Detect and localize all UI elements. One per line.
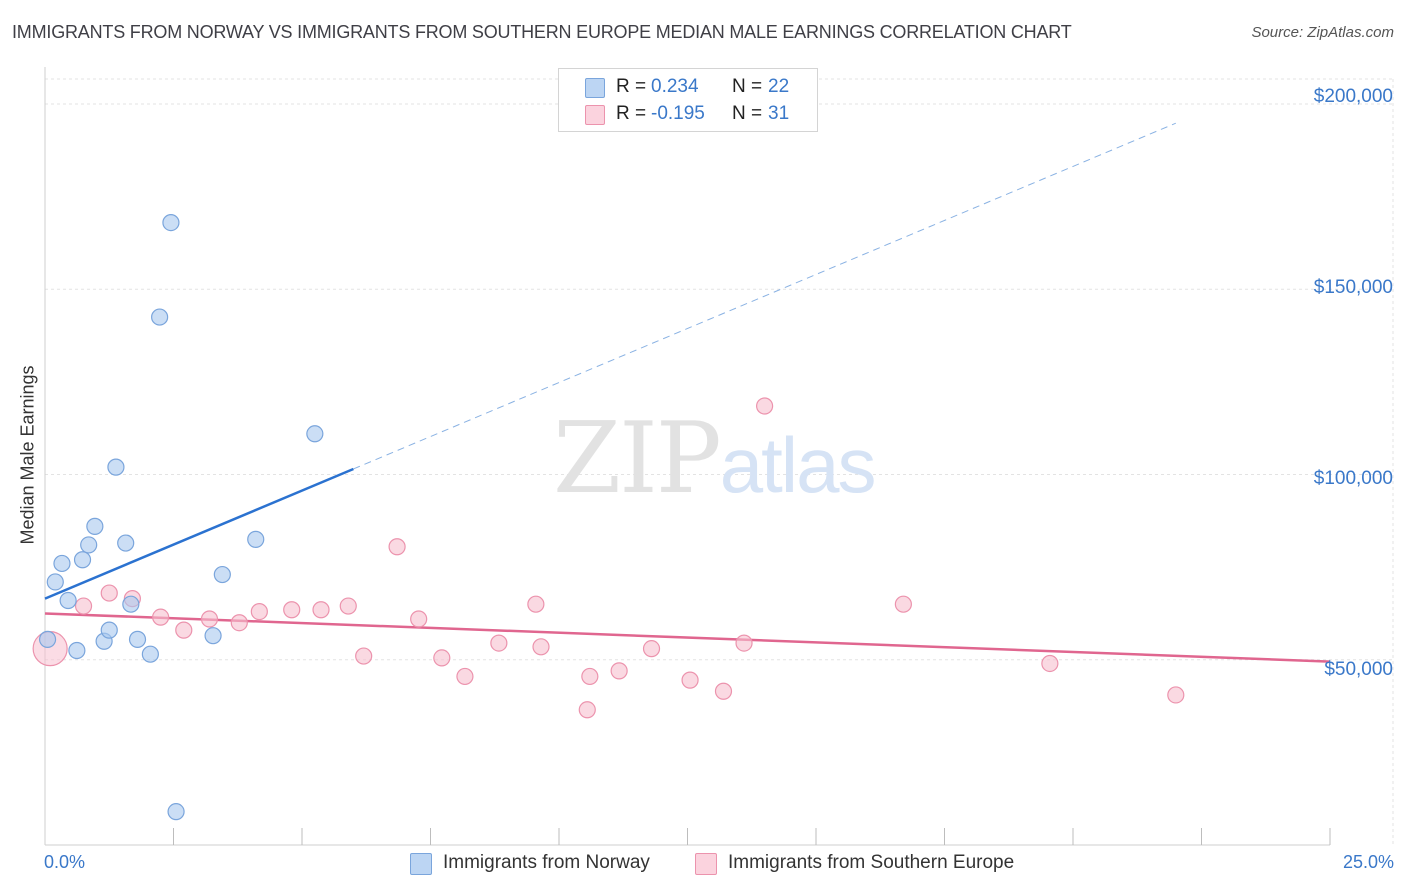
southern-europe-point [339,597,357,615]
norway-point [151,308,169,326]
legend-n-label: N = [732,76,763,97]
watermark: ZIPatlas [553,402,877,516]
southern-europe-point [714,682,733,700]
southern-europe-point [283,601,301,619]
norway-point [46,573,64,591]
southern-europe-point [1167,686,1185,704]
southern-europe-trend-line [44,612,1331,663]
southern-europe-point [755,397,774,415]
legend-r-label: R = [616,76,647,97]
southern-europe-point [200,610,219,628]
data-points [32,214,1185,821]
southern-europe-point [312,601,330,619]
norway-point [80,536,98,554]
norway-point [128,630,147,648]
legend-n-label: N = [732,103,763,124]
norway-point [38,630,57,648]
y-tick-label: $50,000 [1324,659,1393,680]
y-tick-label: $200,000 [1313,86,1393,107]
southern-europe-point [681,671,699,689]
chart-source: Source: ZipAtlas.com [1251,24,1394,41]
watermark-atlas: atlas [719,421,877,509]
southern-europe-swatch-icon [585,105,605,125]
legend-r-value: 0.234 [651,76,699,97]
legend-r-label: R = [616,103,647,124]
y-tick-label: $150,000 [1313,277,1393,298]
southern-europe-point [1041,654,1059,673]
x-tick-label: 25.0% [1342,852,1394,872]
legend-n-value: 22 [768,76,790,97]
southern-europe-point [642,640,661,658]
southern-europe-point [581,667,599,686]
legend-r-value: -0.195 [651,103,705,124]
norway-point [107,458,125,476]
series-legend-label: Immigrants from Norway [443,852,650,873]
southern-europe-point [175,621,193,639]
norway-point [141,645,159,663]
southern-europe-point [230,614,248,632]
southern-europe-point [410,610,428,628]
x-axis [44,67,1331,846]
southern-europe-point [456,667,474,686]
southern-europe-point [490,634,508,652]
southern-europe-point [355,647,373,665]
norway-point [73,551,92,569]
southern-europe-point [532,638,550,656]
norway-point [306,425,324,443]
norway-point [122,595,140,613]
x-tick-label: 0.0% [44,852,86,872]
correlation-legend: R = 0.234 N = 22 R = -0.195 N = 31 [558,68,818,132]
y-tick-label: $100,000 [1313,468,1393,489]
norway-point [162,214,180,232]
southern-europe-point [433,649,451,667]
southern-europe-point [388,538,406,556]
norway-point [167,803,185,821]
watermark-zip: ZIP [553,402,722,516]
southern-europe-legend-icon [695,853,717,875]
norway-trend-line [44,467,354,600]
norway-point [86,517,104,535]
southern-europe-point [152,608,170,626]
norway-point [247,530,265,548]
southern-europe-point [735,634,753,652]
series-legend-label: Immigrants from Southern Europe [728,852,1015,873]
southern-europe-point [74,597,93,615]
norway-legend-icon [410,853,432,875]
southern-europe-point [100,584,118,602]
southern-europe-point [578,701,596,719]
norway-point [59,591,77,610]
norway-point [204,627,222,645]
trend-lines [44,122,1331,663]
y-axis-label: Median Male Earnings [17,365,38,545]
norway-trend-extension [353,122,1176,470]
southern-europe-point [894,595,912,613]
southern-europe-point [250,602,268,621]
southern-europe-point [610,662,628,680]
norway-swatch-icon [585,78,605,98]
southern-europe-point [527,595,545,613]
norway-point [68,641,86,660]
norway-point [53,554,71,573]
norway-point [117,534,135,552]
norway-point [100,621,118,639]
norway-point [213,565,231,584]
chart-title: IMMIGRANTS FROM NORWAY VS IMMIGRANTS FRO… [12,22,1072,42]
legend-n-value: 31 [768,103,790,124]
